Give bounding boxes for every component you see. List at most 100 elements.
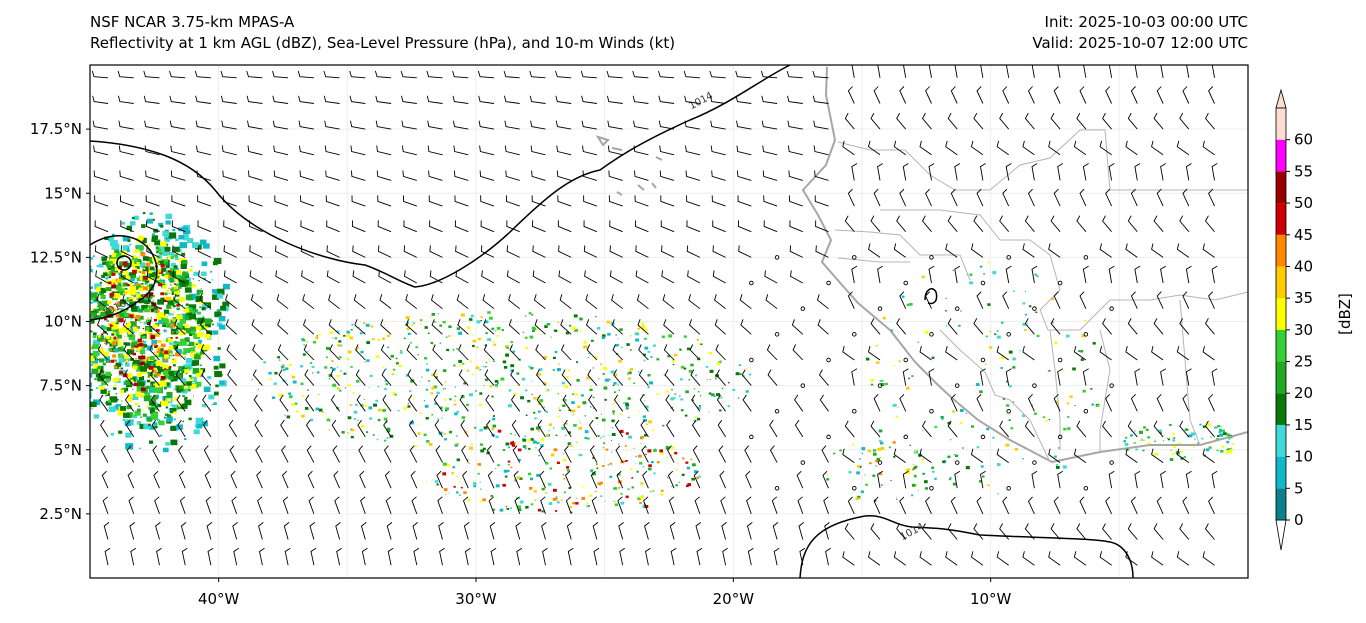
reflectivity-cell (121, 307, 123, 309)
reflectivity-cell (945, 310, 947, 312)
reflectivity-cell (208, 394, 215, 400)
reflectivity-cell (613, 500, 616, 503)
reflectivity-cell (126, 249, 130, 253)
wind-barb (376, 170, 392, 181)
reflectivity-cell (442, 369, 447, 372)
reflectivity-cell (184, 356, 186, 358)
wind-barb (382, 394, 392, 412)
wind-barb (1134, 368, 1141, 386)
reflectivity-cell (1142, 449, 1145, 452)
wind-barb (1208, 291, 1215, 309)
reflectivity-cell (565, 423, 567, 425)
reflectivity-cell (549, 467, 553, 470)
reflectivity-cell (1008, 419, 1011, 421)
reflectivity-cell (1202, 425, 1206, 428)
reflectivity-cell (833, 452, 836, 455)
wind-barb (797, 496, 804, 515)
wind-barb (384, 470, 392, 489)
reflectivity-cell (449, 397, 451, 399)
wind-barb (954, 470, 961, 489)
reflectivity-cell (454, 395, 457, 398)
reflectivity-cell (377, 386, 379, 388)
wind-barb (719, 470, 727, 489)
reflectivity-cell (1001, 321, 1004, 324)
wind-barb (1099, 243, 1112, 258)
reflectivity-cell (552, 369, 555, 371)
reflectivity-cell (122, 339, 125, 342)
reflectivity-cell (458, 364, 462, 367)
reflectivity-cell (482, 498, 486, 502)
reflectivity-cell (120, 354, 123, 356)
reflectivity-cell (610, 451, 613, 453)
wind-barb (609, 245, 623, 258)
wind-barb (532, 220, 546, 233)
wind-barb (973, 523, 984, 540)
wind-barb (919, 551, 932, 566)
reflectivity-cell (1024, 329, 1027, 331)
reflectivity-cell (176, 322, 183, 328)
reflectivity-cell (188, 279, 191, 282)
wind-barb (642, 470, 649, 489)
reflectivity-cell (163, 329, 166, 331)
reflectivity-cell (1097, 405, 1099, 407)
reflectivity-cell (156, 249, 162, 254)
reflectivity-cell (146, 356, 150, 360)
reflectivity-cell (173, 246, 180, 252)
reflectivity-cell (151, 238, 156, 242)
wind-barb (227, 369, 238, 386)
reflectivity-cell (554, 329, 558, 332)
reflectivity-cell (590, 471, 592, 473)
wind-barb (542, 547, 548, 566)
reflectivity-cell (106, 275, 111, 279)
reflectivity-cell (120, 308, 124, 312)
reflectivity-cell (170, 376, 178, 382)
reflectivity-cell (442, 320, 446, 324)
reflectivity-cell (160, 369, 164, 372)
reflectivity-cell (185, 303, 189, 306)
reflectivity-cell (215, 384, 219, 388)
wind-barb (847, 86, 855, 104)
reflectivity-cell (373, 403, 377, 407)
reflectivity-cell (131, 257, 138, 263)
reflectivity-cell (196, 332, 204, 338)
wind-barb (1105, 496, 1113, 515)
reflectivity-cell (105, 343, 108, 345)
reflectivity-cell (125, 380, 132, 386)
reflectivity-cell (199, 306, 202, 308)
calm-wind-marker (852, 332, 857, 337)
reflectivity-cell (97, 359, 99, 361)
reflectivity-cell (962, 447, 964, 449)
reflectivity-cell (617, 398, 620, 400)
wind-barb (1156, 291, 1164, 309)
reflectivity-cell (565, 434, 567, 436)
reflectivity-cell (159, 244, 166, 250)
reflectivity-cell (592, 396, 595, 399)
reflectivity-cell (525, 414, 528, 416)
wind-barb (360, 496, 366, 515)
reflectivity-cell (647, 386, 650, 389)
wind-barb (253, 394, 263, 412)
wind-barb (506, 220, 520, 233)
wind-barb (659, 170, 675, 181)
wind-barb (693, 470, 701, 489)
reflectivity-cell (181, 378, 187, 383)
reflectivity-cell (140, 355, 146, 360)
reflectivity-cell (611, 439, 613, 441)
reflectivity-cell (611, 433, 616, 436)
reflectivity-cell (118, 331, 123, 335)
wind-barb (714, 294, 726, 310)
wind-barb (510, 369, 521, 386)
calm-wind-marker (800, 383, 806, 388)
reflectivity-cell (739, 373, 742, 375)
reflectivity-cell (174, 283, 176, 285)
reflectivity-cell (670, 446, 675, 450)
reflectivity-cell (170, 337, 173, 339)
reflectivity-cell (282, 364, 285, 367)
wind-barb (980, 368, 986, 386)
reflectivity-cell (617, 473, 621, 476)
reflectivity-cell (858, 458, 861, 460)
reflectivity-cell (98, 263, 104, 268)
reflectivity-cell (202, 404, 206, 408)
reflectivity-cell (627, 397, 631, 400)
wind-barb (309, 522, 316, 540)
